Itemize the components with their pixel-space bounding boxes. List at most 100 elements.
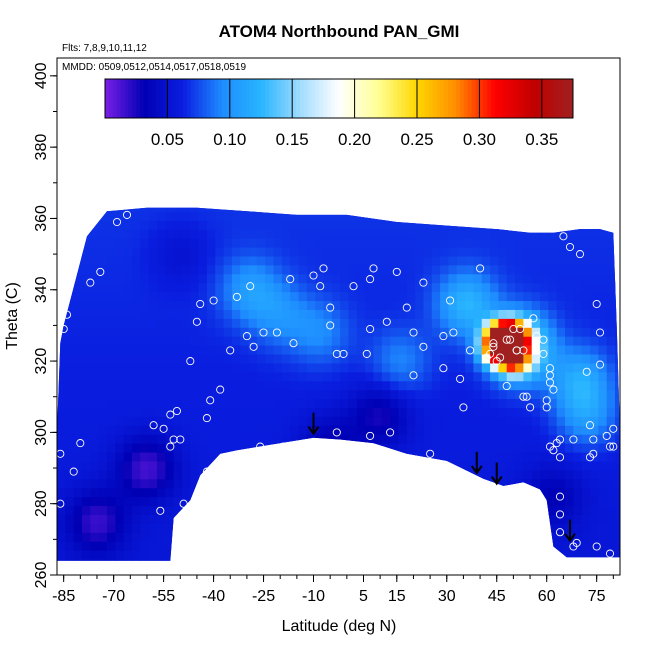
field-cell xyxy=(315,238,325,248)
field-cell xyxy=(290,282,300,293)
field-cell xyxy=(106,505,116,515)
field-cell xyxy=(57,514,66,524)
field-cell xyxy=(548,273,558,284)
field-cell xyxy=(131,469,141,480)
field-cell xyxy=(215,282,225,293)
field-cell xyxy=(198,318,208,328)
x-tick-label: 75 xyxy=(588,588,606,605)
observation-point xyxy=(446,296,455,305)
field-cell xyxy=(581,300,591,310)
observation-point xyxy=(555,510,565,519)
observation-point xyxy=(286,275,295,284)
field-cell xyxy=(406,362,416,373)
field-cell xyxy=(156,282,166,293)
field-cell xyxy=(98,541,108,551)
field-cell xyxy=(198,309,208,319)
field-cell xyxy=(565,255,574,266)
field-cell xyxy=(348,371,358,382)
field-cell xyxy=(331,425,341,435)
observation-point xyxy=(319,264,328,273)
field-cell xyxy=(506,291,516,302)
field-cell xyxy=(248,207,258,212)
field-cell xyxy=(481,398,491,409)
field-cell xyxy=(448,460,458,471)
field-cell xyxy=(256,460,266,471)
field-cell xyxy=(356,487,366,498)
field-cell xyxy=(156,443,166,453)
field-cell xyxy=(148,550,158,560)
field-cell xyxy=(73,336,83,346)
field-cell xyxy=(456,300,466,310)
field-cell xyxy=(290,487,300,498)
field-cell xyxy=(81,416,91,426)
observation-point xyxy=(439,332,448,341)
field-cell xyxy=(281,416,291,426)
field-cell xyxy=(398,353,408,364)
field-cell xyxy=(348,273,358,284)
field-cell xyxy=(598,460,608,471)
field-cell xyxy=(115,300,125,310)
field-cell xyxy=(565,425,574,435)
field-cell xyxy=(123,496,133,507)
field-cell xyxy=(156,273,166,284)
field-cell xyxy=(165,371,175,382)
field-cell xyxy=(306,220,316,230)
field-cell xyxy=(615,300,620,310)
field-cell xyxy=(223,273,233,284)
field-cell xyxy=(215,238,225,248)
field-cell xyxy=(415,264,425,275)
field-cell xyxy=(173,362,183,373)
field-cell xyxy=(548,451,558,462)
field-cell xyxy=(531,211,541,221)
field-cell xyxy=(423,380,433,391)
field-cell xyxy=(573,407,583,417)
field-cell xyxy=(390,246,400,257)
observation-point xyxy=(542,403,551,412)
field-cell xyxy=(465,309,475,319)
field-cell xyxy=(265,193,274,203)
field-cell xyxy=(306,300,316,310)
field-cell xyxy=(131,514,141,524)
field-cell xyxy=(515,220,524,230)
field-cell xyxy=(215,318,225,328)
field-cell xyxy=(531,398,541,409)
field-cell xyxy=(598,229,608,239)
observation-point xyxy=(179,499,188,508)
field-cell xyxy=(148,309,158,319)
field-cell xyxy=(323,487,333,498)
field-cell xyxy=(548,353,558,364)
field-cell xyxy=(156,460,166,471)
field-cell xyxy=(581,478,591,489)
observation-point xyxy=(502,381,511,391)
field-cell xyxy=(106,246,116,257)
field-cell xyxy=(373,291,383,302)
field-cell xyxy=(490,407,500,417)
field-cell xyxy=(381,496,391,507)
field-cell xyxy=(440,246,450,257)
field-cell xyxy=(348,345,358,355)
field-cell xyxy=(206,353,216,364)
field-cell xyxy=(406,550,416,560)
field-cell xyxy=(106,434,116,444)
field-cell xyxy=(548,380,558,391)
field-cell xyxy=(290,469,300,480)
field-cell xyxy=(465,273,475,284)
field-cell xyxy=(106,238,116,248)
field-cell xyxy=(206,362,216,373)
field-cell xyxy=(73,407,83,417)
field-cell xyxy=(556,514,566,524)
field-cell xyxy=(265,558,275,561)
field-cell xyxy=(240,282,250,293)
field-cell xyxy=(65,541,75,551)
field-cell xyxy=(298,353,308,364)
field-cell xyxy=(406,451,416,462)
field-cell xyxy=(465,300,475,310)
field-cell xyxy=(456,282,466,293)
field-cell xyxy=(356,220,366,230)
x-tick-label: -40 xyxy=(202,588,225,605)
field-cell xyxy=(365,291,375,302)
field-cell xyxy=(198,238,208,248)
field-cell xyxy=(331,327,341,337)
field-cell xyxy=(323,211,333,221)
